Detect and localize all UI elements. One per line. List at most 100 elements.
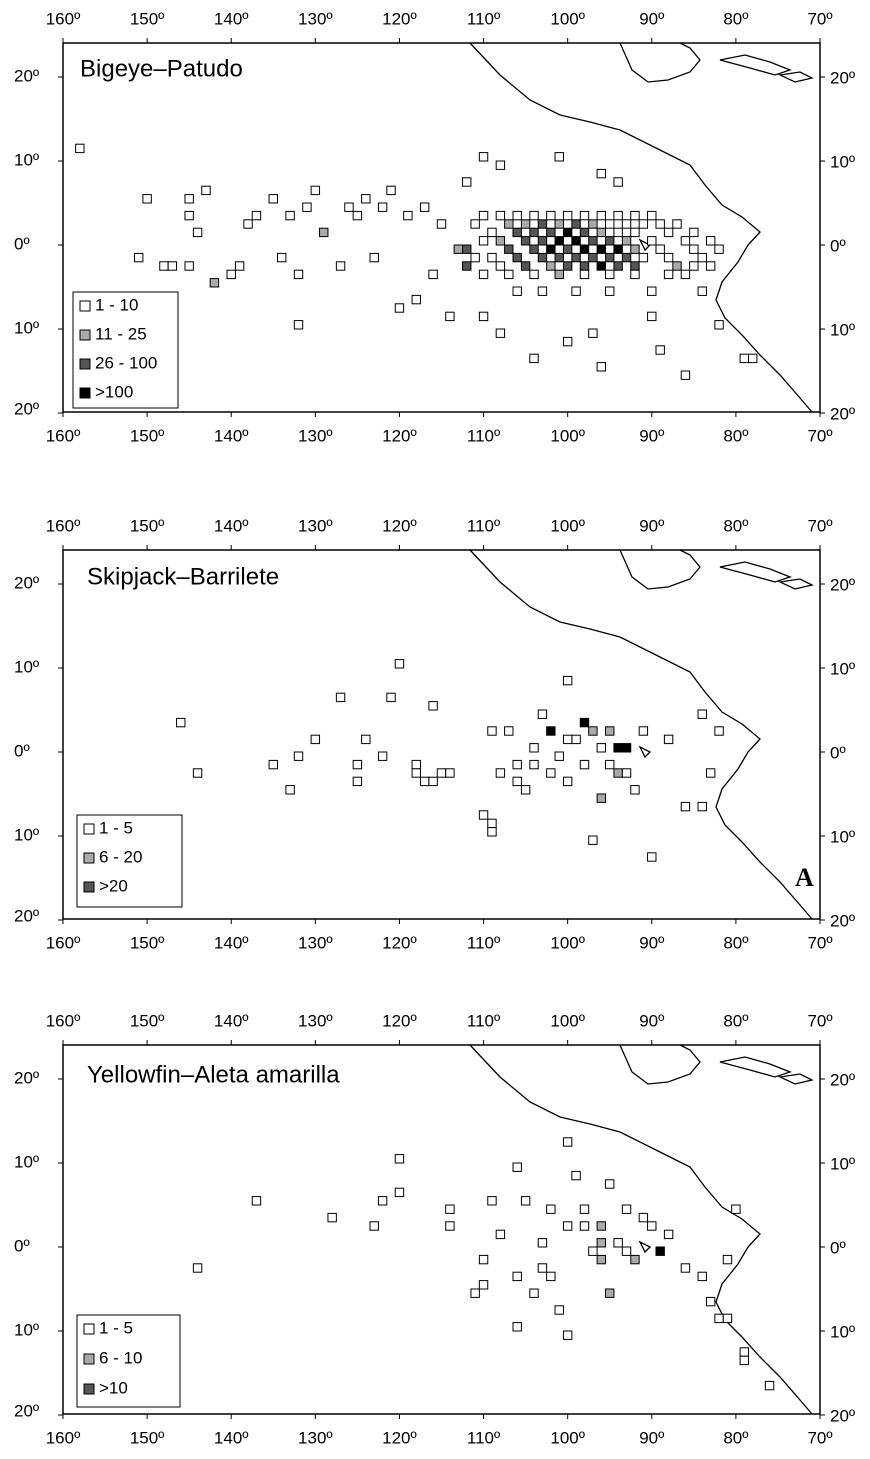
x-tick-label: 70º (807, 516, 832, 535)
x-tick-label: 110º (467, 933, 500, 952)
catch-cell (621, 743, 632, 753)
catch-cell (680, 1263, 691, 1273)
y-tick-label: 20º (830, 575, 855, 594)
x-tick-label: 100º (550, 933, 585, 952)
catch-cell (630, 244, 640, 254)
catch-cell (504, 269, 514, 280)
catch-cell (697, 801, 707, 812)
legend-label: >20 (99, 876, 128, 895)
catch-cell (663, 269, 674, 280)
catch-cell (142, 194, 152, 204)
catch-cell (529, 227, 539, 238)
catch-cell (310, 734, 321, 745)
x-tick-label: 80º (723, 516, 748, 535)
catch-cell (495, 160, 506, 170)
y-tick-label: 10º (830, 827, 855, 846)
x-tick-label: 70º (807, 426, 832, 445)
x-tick-label: 140º (214, 933, 249, 952)
legend-label: 1 - 5 (99, 818, 133, 837)
catch-cell (562, 1330, 573, 1340)
catch-cell (596, 1254, 607, 1265)
catch-cell (647, 1221, 657, 1231)
y-tick-label: 20º (830, 1070, 855, 1089)
y-tick-label: 10º (14, 1152, 39, 1171)
legend-label: 26 - 100 (95, 353, 157, 372)
catch-cell (462, 177, 472, 187)
catch-cell (478, 810, 489, 820)
catch-cell (672, 219, 682, 229)
y-tick-label: 0º (830, 743, 846, 762)
catch-cell (428, 776, 438, 787)
catch-cell (562, 244, 573, 254)
panel-title: Yellowfin–Aleta amarilla (87, 1061, 340, 1088)
legend-swatch (83, 852, 95, 864)
catch-cell (571, 734, 581, 745)
catch-cell (167, 261, 178, 271)
catch-cell (655, 244, 665, 254)
x-tick-label: 120º (382, 1011, 417, 1030)
catch-cell (579, 1221, 590, 1231)
x-tick-label: 130º (298, 426, 333, 445)
legend-swatch (79, 358, 91, 370)
catch-cell (487, 1196, 497, 1206)
catch-cell (504, 219, 514, 229)
catch-cell (579, 717, 590, 728)
catch-cell (579, 210, 590, 221)
catch-cell (655, 219, 665, 229)
catch-cell (394, 659, 405, 669)
catch-cell (352, 759, 363, 770)
catch-cell (605, 1179, 615, 1189)
catch-cell (562, 336, 573, 347)
x-tick-label: 150º (130, 516, 165, 535)
catch-cell (520, 236, 531, 246)
catch-cell (554, 219, 564, 229)
catch-cell (579, 759, 590, 770)
catch-cell (554, 1305, 564, 1315)
catch-cell (192, 1263, 203, 1273)
catch-cell (319, 227, 329, 238)
catch-cell (672, 261, 682, 271)
x-tick-label: 80º (723, 933, 748, 952)
x-tick-label: 80º (723, 426, 748, 445)
catch-cell (605, 286, 615, 296)
catch-cell (361, 194, 371, 204)
x-tick-label: 110º (467, 1428, 500, 1447)
x-tick-label: 90º (639, 426, 664, 445)
catch-cell (386, 692, 396, 703)
catch-cell (487, 252, 497, 263)
panel-title: Skipjack–Barrilete (87, 563, 279, 590)
catch-cell (588, 219, 598, 229)
catch-cell (722, 1254, 733, 1265)
catch-cell (470, 1288, 480, 1298)
x-tick-label: 70º (807, 1428, 832, 1447)
catch-cell (579, 269, 590, 280)
catch-cell (251, 1196, 262, 1206)
map-frame (62, 42, 821, 413)
catch-cell (470, 219, 480, 229)
catch-cell (647, 852, 657, 862)
catch-cell (605, 252, 615, 263)
x-tick-label: 100º (550, 1011, 585, 1030)
map-frame (62, 549, 821, 920)
catch-cell (697, 286, 707, 296)
catch-cell (411, 768, 421, 778)
catch-cell (588, 835, 598, 845)
y-tick-label: 20º (14, 399, 39, 418)
catch-cell (537, 236, 548, 246)
catch-cell (537, 252, 548, 263)
y-tick-label: 20º (14, 906, 39, 925)
catch-cell (512, 252, 522, 263)
catch-cell (293, 320, 304, 330)
catch-cell (689, 227, 699, 238)
catch-cell (453, 244, 464, 254)
catch-cell (663, 227, 674, 238)
y-tick-label: 20º (830, 404, 855, 423)
catch-cell (344, 202, 354, 212)
catch-cell (655, 1246, 665, 1256)
catch-cell (739, 1347, 749, 1357)
map-frame (62, 1044, 821, 1415)
catch-cell (562, 261, 573, 271)
legend-label: >100 (95, 382, 133, 401)
catch-cell (478, 1254, 489, 1265)
catch-cell (529, 743, 539, 753)
